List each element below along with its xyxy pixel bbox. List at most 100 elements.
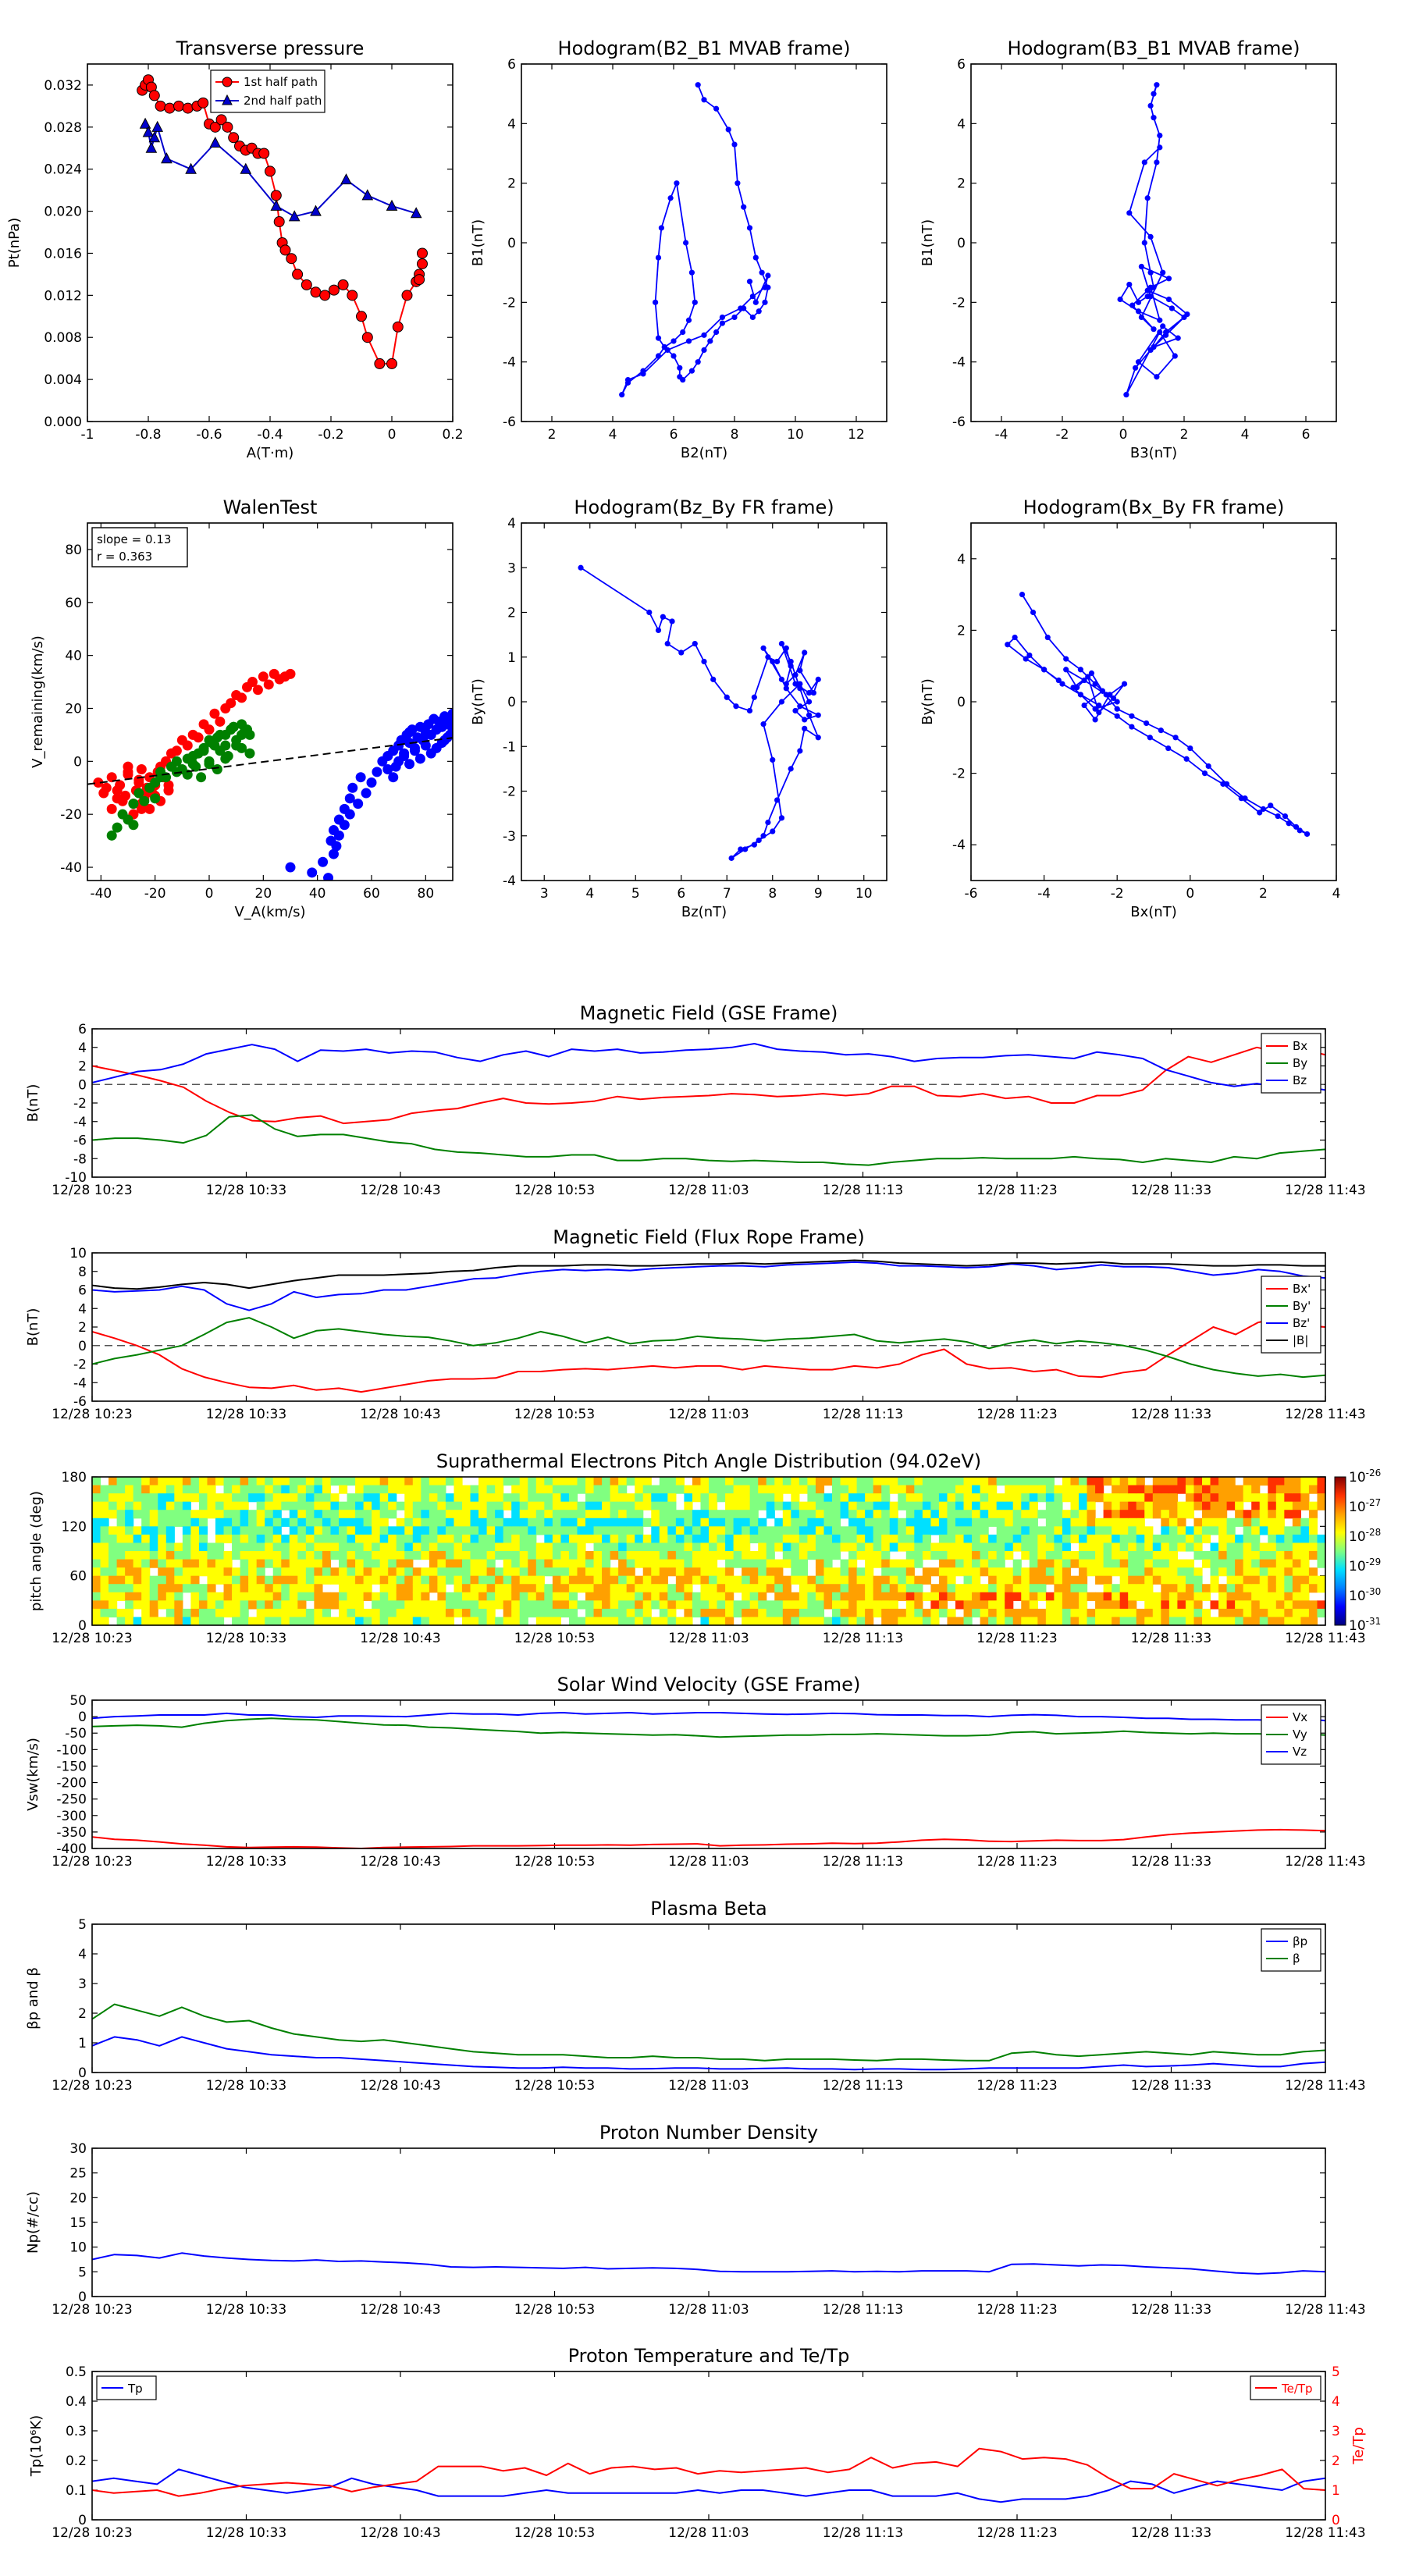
heatmap-cell	[1045, 1501, 1055, 1510]
heatmap-cell	[1005, 1501, 1014, 1510]
y-tick-label: -6	[503, 415, 516, 430]
heatmap-cell	[1168, 1617, 1178, 1626]
heatmap-cell	[1218, 1592, 1228, 1601]
heatmap-cell	[1259, 1617, 1268, 1626]
heatmap-cell	[215, 1600, 225, 1610]
data-point	[1157, 317, 1163, 323]
heatmap-cell	[1012, 1567, 1022, 1577]
data-point	[133, 774, 144, 785]
heatmap-cell	[454, 1477, 463, 1486]
heatmap-cell	[717, 1534, 726, 1544]
heatmap-cell	[1054, 1510, 1063, 1519]
heatmap-cell	[1012, 1517, 1022, 1527]
data-point	[788, 658, 794, 665]
heatmap-cell	[758, 1567, 767, 1577]
heatmap-cell	[1185, 1617, 1195, 1626]
data-point	[355, 772, 366, 783]
heatmap-cell	[1226, 1559, 1236, 1568]
heatmap-cell	[856, 1600, 866, 1610]
heatmap-cell	[141, 1567, 151, 1577]
heatmap-cell	[1037, 1608, 1047, 1618]
heatmap-cell	[519, 1534, 528, 1544]
heatmap-cell	[552, 1477, 561, 1486]
heatmap-cell	[363, 1584, 372, 1593]
data-point	[1077, 667, 1083, 673]
heatmap-cell	[1045, 1600, 1055, 1610]
heatmap-cell	[272, 1584, 282, 1593]
heatmap-cell	[709, 1600, 718, 1610]
data-point	[1088, 670, 1095, 676]
colorbar-base: 10	[1349, 1618, 1366, 1634]
heatmap-cell	[396, 1501, 405, 1510]
heatmap-cell	[265, 1575, 274, 1585]
heatmap-cell	[207, 1608, 216, 1618]
y-tick-label: 0	[957, 695, 966, 710]
data-point	[209, 121, 221, 133]
heatmap-cell	[1268, 1485, 1277, 1494]
heatmap-cell	[347, 1493, 356, 1503]
heatmap-cell	[1259, 1526, 1268, 1535]
heatmap-cell	[388, 1493, 397, 1503]
heatmap-cell	[1268, 1592, 1277, 1601]
data-point	[653, 299, 659, 305]
heatmap-cell	[503, 1501, 512, 1510]
heatmap-cell	[749, 1600, 759, 1610]
data-point	[1092, 706, 1098, 712]
heatmap-cell	[642, 1617, 652, 1626]
heatmap-cell	[602, 1584, 611, 1593]
heatmap-cell	[700, 1510, 710, 1519]
heatmap-cell	[1054, 1542, 1063, 1552]
heatmap-cell	[265, 1485, 274, 1494]
data-point	[1220, 781, 1226, 787]
heatmap-cell	[807, 1542, 816, 1552]
heatmap-cell	[1284, 1493, 1293, 1503]
heatmap-cell	[733, 1517, 742, 1527]
heatmap-cell	[462, 1485, 471, 1494]
data-point	[1114, 699, 1120, 705]
heatmap-cell	[165, 1584, 175, 1593]
y-tick-label: 0.1	[66, 2483, 87, 2499]
heatmap-cell	[782, 1477, 791, 1486]
heatmap-cell	[725, 1600, 735, 1610]
y2-tick-label: 1	[1332, 2483, 1340, 2499]
colorbar	[1334, 1476, 1346, 1626]
heatmap-cell	[190, 1542, 200, 1552]
heatmap-cell	[149, 1501, 158, 1510]
heatmap-cell	[898, 1608, 907, 1618]
heatmap-cell	[618, 1584, 628, 1593]
heatmap-cell	[437, 1501, 446, 1510]
y-axis-label: B(nT)	[25, 1308, 41, 1347]
data-point	[655, 627, 662, 634]
heatmap-cell	[470, 1584, 479, 1593]
heatmap-cell	[355, 1526, 365, 1535]
heatmap-cell	[404, 1592, 414, 1601]
heatmap-cell	[840, 1584, 849, 1593]
y-tick-label: 4	[507, 116, 516, 132]
heatmap-cell	[749, 1526, 759, 1535]
y-axis-label: By(nT)	[470, 678, 486, 724]
heatmap-cell	[626, 1617, 635, 1626]
heatmap-cell	[412, 1501, 422, 1510]
heatmap-cell	[947, 1526, 956, 1535]
heatmap-cell	[996, 1559, 1005, 1568]
heatmap-cell	[692, 1477, 702, 1486]
heatmap-cell	[1292, 1485, 1301, 1494]
heatmap-cell	[92, 1608, 101, 1618]
heatmap-cell	[865, 1584, 874, 1593]
y-axis-label: B1(nT)	[919, 219, 936, 266]
heatmap-cell	[528, 1510, 537, 1519]
heatmap-cell	[165, 1567, 175, 1577]
heatmap-cell	[1112, 1501, 1121, 1510]
heatmap-cell	[618, 1600, 628, 1610]
heatmap-cell	[725, 1584, 735, 1593]
heatmap-cell	[207, 1510, 216, 1519]
heatmap-cell	[404, 1542, 414, 1552]
heatmap-cell	[248, 1534, 258, 1544]
heatmap-cell	[256, 1477, 265, 1486]
heatmap-cell	[1235, 1608, 1244, 1618]
heatmap-cell	[873, 1551, 882, 1560]
heatmap-cell	[1012, 1501, 1022, 1510]
data-point	[333, 830, 344, 841]
heatmap-cell	[577, 1517, 586, 1527]
heatmap-cell	[412, 1510, 422, 1519]
